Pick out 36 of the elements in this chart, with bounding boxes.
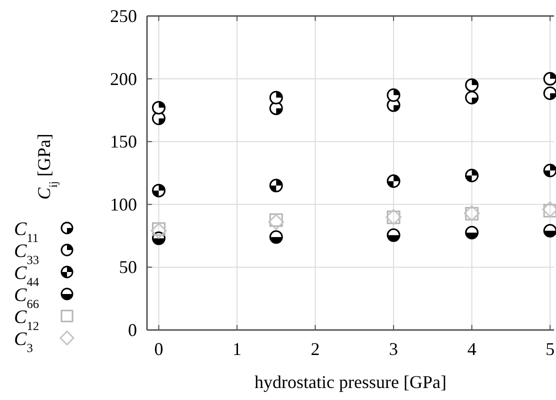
point <box>386 88 400 102</box>
point <box>543 86 556 100</box>
y-tick-label: 0 <box>128 320 137 340</box>
point <box>150 222 167 239</box>
x-axis-title: hydrostatic pressure [GPa] <box>254 372 446 392</box>
x-tick-label: 5 <box>546 339 555 359</box>
x-tick-label: 4 <box>467 339 476 359</box>
x-tick-label: 1 <box>232 339 242 359</box>
point <box>543 204 556 218</box>
point <box>269 178 283 192</box>
point <box>543 164 556 178</box>
point <box>269 230 283 244</box>
point <box>268 214 284 230</box>
point <box>269 90 283 104</box>
point <box>152 112 166 126</box>
x-tick-label: 2 <box>310 339 320 359</box>
point <box>269 213 283 227</box>
point <box>152 222 166 236</box>
point <box>543 224 556 238</box>
y-tick-label: 200 <box>110 68 137 89</box>
point <box>386 228 400 242</box>
point <box>465 168 479 182</box>
x-tick-label: 0 <box>154 339 164 359</box>
y-tick-label: 150 <box>110 132 137 152</box>
point <box>543 72 556 86</box>
point <box>465 90 479 104</box>
y-tick-label: 250 <box>110 6 137 26</box>
point <box>152 184 166 198</box>
y-tick-label: 50 <box>119 257 137 278</box>
y-tick-label: 100 <box>110 194 137 214</box>
point <box>269 102 283 116</box>
point <box>152 100 166 114</box>
point <box>465 226 479 240</box>
point <box>386 174 400 188</box>
point <box>465 78 479 92</box>
x-tick-label: 3 <box>389 339 398 359</box>
